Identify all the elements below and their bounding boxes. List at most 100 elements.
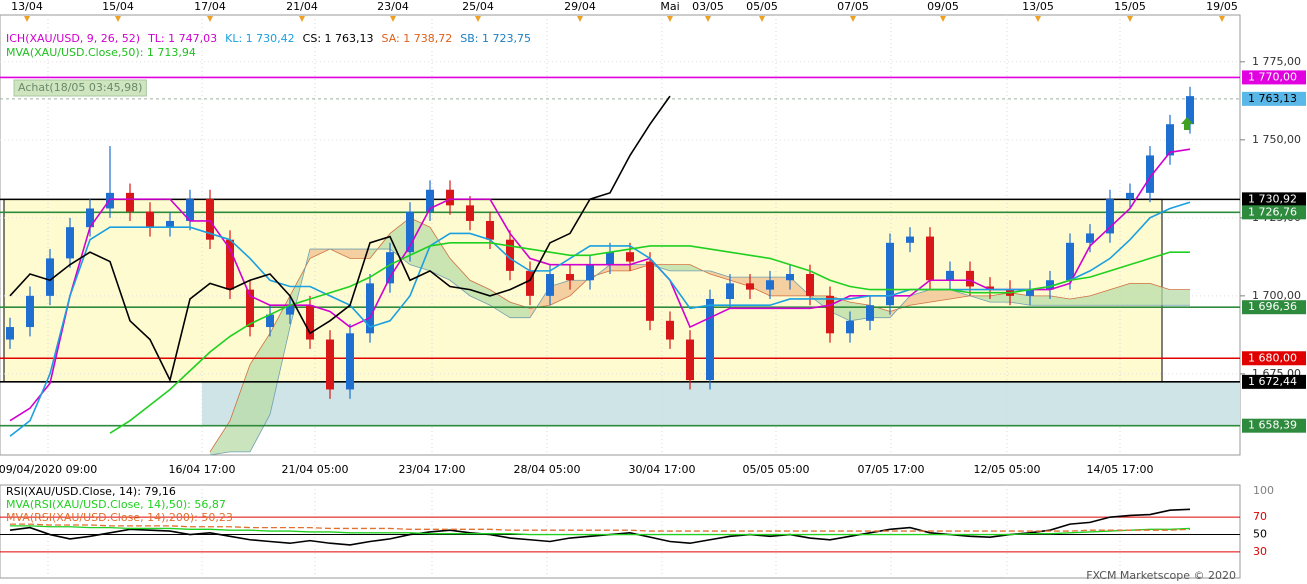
candle-body	[46, 258, 54, 296]
cloud-segment	[870, 305, 890, 318]
cloud-segment	[710, 270, 730, 281]
event-marker	[299, 16, 305, 22]
level-label: 1 726,76	[1248, 205, 1297, 218]
event-marker	[850, 16, 856, 22]
y-tick-label: 1 700,00	[1252, 289, 1301, 302]
candle-body	[246, 289, 254, 328]
x-tick-label: 14/05 17:00	[1087, 463, 1154, 476]
top-date-label: 03/05	[692, 0, 724, 13]
level-label: 1 696,36	[1248, 300, 1297, 313]
candle-body	[446, 189, 454, 206]
cloud-segment	[490, 289, 510, 318]
candle-body	[966, 270, 974, 287]
candle-body	[486, 220, 494, 240]
x-tick-label: 30/04 17:00	[629, 463, 696, 476]
indicator-line	[9, 201, 1191, 437]
candle-body	[206, 199, 214, 240]
cloud-segment	[750, 277, 770, 296]
candle-body	[946, 270, 954, 281]
top-date-label: Mai	[660, 0, 679, 13]
rsi-tick-label: 50	[1253, 528, 1267, 541]
top-date-label: 25/04	[462, 0, 494, 13]
x-tick-label: 09/04/2020 09:00	[0, 463, 97, 476]
candle-body	[26, 295, 34, 328]
top-date-label: 19/05	[1206, 0, 1238, 13]
event-marker	[475, 16, 481, 22]
legend-entry: SA: 1 738,72	[382, 32, 453, 45]
candle-body	[406, 211, 414, 253]
x-tick-label: 21/04 05:00	[282, 463, 349, 476]
cloud-segment	[210, 420, 230, 455]
event-marker	[759, 16, 765, 22]
candle-body	[106, 192, 114, 209]
legend-entry: MVA(XAU/USD.Close,50): 1 713,94	[6, 46, 196, 59]
rsi-panel	[0, 484, 1241, 579]
y-tick-label: 1 775,00	[1252, 55, 1301, 68]
rsi-tick-tag	[1252, 527, 1272, 542]
candle-body	[426, 189, 434, 212]
footer: FXCM Marketscope © 2020	[1086, 569, 1236, 582]
cloud-segment	[1030, 295, 1050, 306]
candle-body	[986, 286, 994, 290]
candle-body	[546, 274, 554, 296]
level-tag	[1242, 205, 1306, 220]
event-marker	[390, 16, 396, 22]
rsi-tick-label: 30	[1253, 545, 1267, 558]
cloud-segment	[930, 289, 950, 303]
candle-body	[886, 242, 894, 306]
legend-entry: ICH(XAU/USD, 9, 26, 52)	[6, 32, 140, 45]
event-marker	[1219, 16, 1225, 22]
event-marker	[940, 16, 946, 22]
rsi-line	[10, 523, 1191, 532]
candle-body	[586, 264, 594, 281]
indicator-line	[9, 95, 671, 383]
cloud-segment	[510, 302, 530, 318]
rsi-tick-tag	[1252, 510, 1272, 525]
candle-body	[1086, 233, 1094, 243]
candle-body	[866, 305, 874, 321]
rsi-legend-entry: MVA(RSI(XAU/USD.Close, 14),200): 50,23	[6, 511, 233, 524]
x-tick-label: 28/04 05:00	[514, 463, 581, 476]
candle-body	[606, 252, 614, 265]
candle-body	[326, 339, 334, 390]
event-marker	[207, 16, 213, 22]
level-tag	[1242, 192, 1306, 207]
candle-body	[1126, 192, 1134, 200]
candle-body	[1186, 96, 1194, 125]
candle-body	[906, 236, 914, 243]
candle-body	[186, 199, 194, 221]
candle-body	[726, 283, 734, 299]
order-label: Achat(18/05 03:45,98)	[18, 81, 142, 94]
level-label: 1 730,92	[1248, 192, 1297, 205]
level-tag	[1242, 70, 1306, 85]
candle-body	[526, 270, 534, 296]
y-tick-label: 1 750,00	[1252, 133, 1301, 146]
cloud-segment	[270, 295, 290, 415]
candle-body	[346, 333, 354, 390]
candle-body	[566, 274, 574, 281]
cloud-segment	[770, 277, 790, 296]
x-tick-label: 23/04 17:00	[399, 463, 466, 476]
cloud-segment	[990, 292, 1010, 303]
top-date-label: 05/05	[746, 0, 778, 13]
buy-arrow	[1181, 117, 1193, 130]
cloud-segment	[670, 264, 690, 271]
cloud-segment	[910, 289, 930, 306]
rsi-legend-entry: MVA(RSI(XAU/USD.Close, 14),50): 56,87	[6, 498, 226, 511]
candle-body	[706, 298, 714, 381]
candle-body	[1066, 242, 1074, 281]
top-date-label: 13/05	[1022, 0, 1054, 13]
level-tag	[1242, 374, 1306, 389]
candle-body	[366, 283, 374, 334]
candle-body	[926, 236, 934, 281]
x-tick-label: 05/05 05:00	[743, 463, 810, 476]
indicator-line	[109, 242, 1190, 434]
cloud-segment	[450, 258, 470, 296]
cloud-segment	[550, 280, 570, 306]
event-marker	[1127, 16, 1133, 22]
level-label: 1 658,39	[1248, 419, 1297, 432]
cloud-segment	[250, 333, 270, 452]
candle-body	[1166, 124, 1174, 156]
